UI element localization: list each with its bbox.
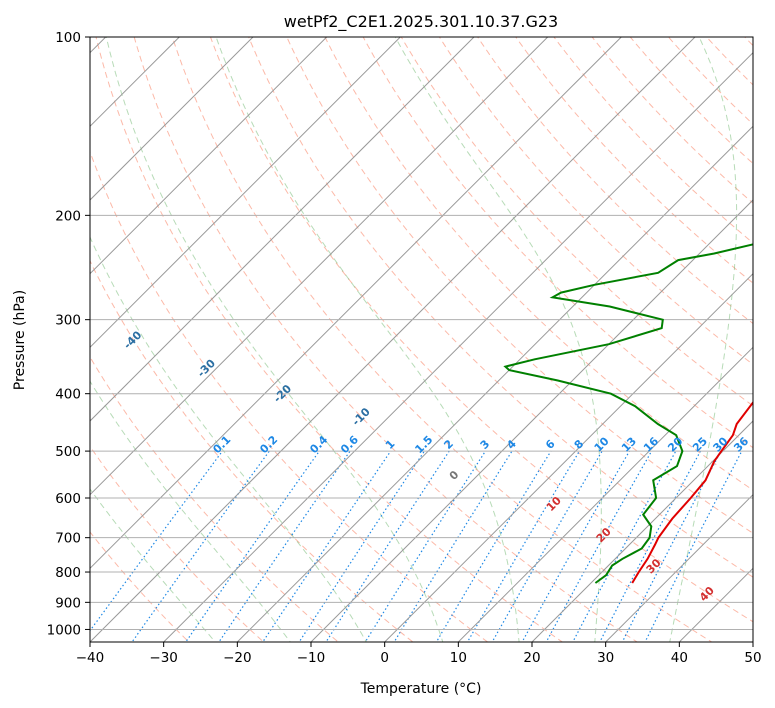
isotherm-line xyxy=(531,420,753,642)
chart-title: wetPf2_C2E1.2025.301.10.37.G23 xyxy=(284,12,558,32)
x-tick-label: 10 xyxy=(450,650,467,666)
x-tick-label: −30 xyxy=(149,650,178,666)
x-tick-label: 0 xyxy=(380,650,389,666)
dry-adiabat xyxy=(90,445,265,642)
x-axis: −40 −30 −20 −10 0 10 20 30 40 50 xyxy=(76,642,762,666)
y-tick-label: 200 xyxy=(55,208,81,224)
x-tick-label: 40 xyxy=(671,650,688,666)
profile-lines xyxy=(503,243,753,584)
moist-adiabat xyxy=(669,37,738,642)
plot-frame xyxy=(89,36,754,643)
dry-adiabat xyxy=(95,37,564,642)
x-tick-label: −10 xyxy=(297,650,326,666)
dry-adiabat xyxy=(171,37,713,642)
dry-adiabat xyxy=(90,259,414,642)
moist-adiabat xyxy=(215,37,520,642)
y-axis-label: Pressure (hPa) xyxy=(12,290,28,390)
isotherm-line xyxy=(236,125,753,642)
y-tick-label: 300 xyxy=(55,313,81,329)
isotherm-line xyxy=(90,37,254,201)
dry-adiabat xyxy=(209,37,753,623)
dry-adiabat xyxy=(629,37,753,165)
y-tick-label: 1000 xyxy=(47,622,81,638)
y-tick-label: 900 xyxy=(55,595,81,611)
dry-adiabat xyxy=(324,37,753,491)
isotherm-line xyxy=(163,51,753,642)
y-tick-label: 700 xyxy=(55,531,81,547)
y-tick-label: 600 xyxy=(55,491,81,507)
isotherm-line xyxy=(752,641,753,642)
x-tick-label: −40 xyxy=(76,650,105,666)
dry-adiabat xyxy=(286,37,753,534)
dry-adiabat-label: -60 xyxy=(0,260,7,283)
dry-adiabat xyxy=(90,150,489,642)
x-tick-label: 20 xyxy=(523,650,540,666)
y-tick-label: 800 xyxy=(55,565,81,581)
isotherm-line xyxy=(90,37,622,570)
dry-adiabat xyxy=(758,11,775,654)
x-tick-label: −20 xyxy=(223,650,252,666)
dry-adiabat xyxy=(133,37,638,642)
dry-adiabat xyxy=(667,37,753,125)
x-tick-label: 30 xyxy=(597,650,614,666)
isotherm-line xyxy=(90,37,549,496)
dry-adiabat xyxy=(438,37,753,365)
isotherm-line xyxy=(90,37,475,422)
isotherm-line xyxy=(384,272,753,642)
x-axis-label: Temperature (°C) xyxy=(360,681,482,697)
dry-adiabat xyxy=(591,37,753,204)
y-tick-label: 500 xyxy=(55,444,81,460)
dry-adiabat xyxy=(400,37,753,407)
isotherm-line xyxy=(90,37,401,349)
dry-adiabat xyxy=(248,37,753,578)
moist-adiabat xyxy=(394,37,602,642)
y-tick-label: 400 xyxy=(55,387,81,403)
plot-background xyxy=(90,37,753,642)
isotherm-line xyxy=(90,37,696,642)
isotherm-line xyxy=(90,37,328,275)
temperature-line xyxy=(631,400,753,584)
isotherm-line xyxy=(457,346,753,642)
dewpoint-line xyxy=(503,243,753,584)
x-tick-label: 50 xyxy=(744,650,761,666)
y-axis: 100 200 300 400 500 600 700 800 900 1000 xyxy=(47,30,90,638)
horizontal-gridlines xyxy=(90,37,753,630)
isotherm-line xyxy=(310,199,753,642)
y-tick-label: 100 xyxy=(55,30,81,46)
isotherm-line xyxy=(605,493,753,642)
